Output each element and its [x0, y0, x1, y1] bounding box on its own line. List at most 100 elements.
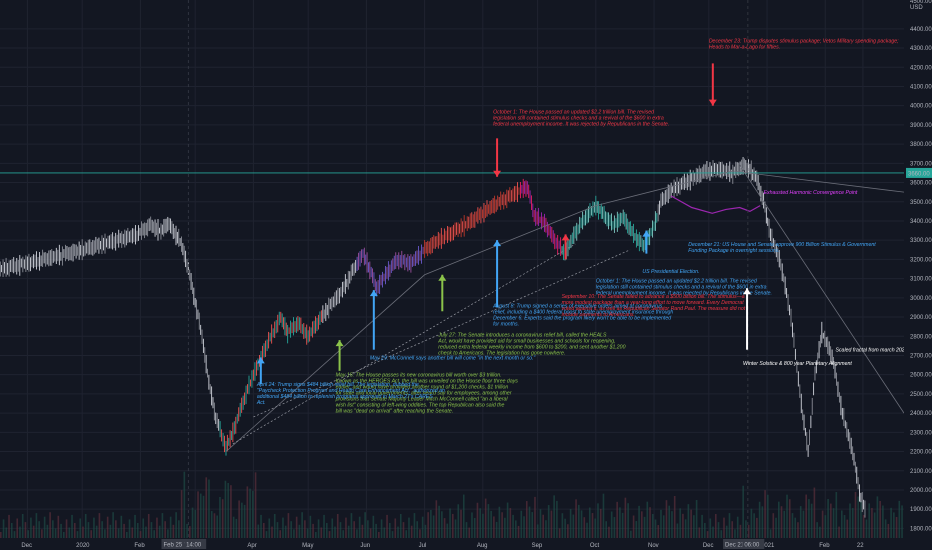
volume-bar: [347, 525, 350, 538]
volume-bar: [24, 522, 27, 538]
volume-bar: [430, 509, 432, 538]
crosshair-time-badge: [184, 539, 207, 549]
volume-bar: [512, 514, 514, 538]
annotation: August 8: Trump signed a series of execu…: [492, 240, 673, 327]
y-tick-label: 2600.00: [910, 373, 932, 379]
volume-bar: [756, 517, 758, 538]
volume-bar: [832, 508, 835, 538]
crosshair-time-label: 14:00: [186, 543, 202, 549]
annotation: April 24: Trump signs $484 billion relie…: [256, 357, 445, 406]
volume-bar: [397, 526, 399, 538]
crosshair-time-badge: [161, 539, 202, 549]
volume-bar: [742, 485, 744, 538]
annotation-line: for months.: [493, 321, 519, 327]
annotation-text: Winter Solstice & 800 year Planetary Ali…: [743, 361, 852, 367]
volume-bar: [654, 519, 657, 538]
x-tick-label: 2021: [761, 543, 775, 549]
volume-bar: [572, 514, 575, 538]
volume-bar: [830, 503, 832, 538]
volume-bar: [775, 517, 777, 538]
volume-bar: [594, 518, 597, 538]
volume-bar: [290, 521, 292, 538]
volume-bar: [293, 529, 295, 538]
y-tick-label: 2400.00: [910, 411, 932, 417]
annotation-text: July 27: The Senate introduces a coronav…: [437, 332, 625, 356]
volume-bar: [528, 506, 531, 538]
volume-bar: [153, 530, 156, 538]
annotation: December 21: US House and Senate approve…: [688, 242, 876, 254]
y-tick-label: 2000.00: [910, 488, 932, 494]
volume-bar: [602, 493, 605, 538]
volume-bar: [205, 477, 208, 538]
volume-bar: [301, 512, 303, 538]
y-tick-label: 3200.00: [910, 257, 932, 263]
annotation-text: August 8: Trump signed a series of execu…: [492, 303, 673, 327]
volume-bar: [441, 511, 443, 538]
y-tick-label: 3500.00: [910, 200, 932, 206]
volume-bar: [504, 517, 506, 538]
annotation: Winter Solstice & 800 year Planetary Ali…: [743, 288, 852, 367]
x-tick-label: Nov: [648, 543, 659, 549]
volume-bar: [714, 514, 717, 538]
volume-bar: [334, 526, 336, 538]
volume-bar: [816, 522, 818, 538]
volume-bar: [545, 520, 547, 538]
volume-bar: [534, 496, 536, 538]
volume-bar: [38, 521, 40, 538]
volume-bar: [731, 521, 734, 538]
volume-bar: [539, 509, 542, 538]
volume-bar: [230, 485, 232, 538]
y-tick-label: 4200.00: [910, 65, 932, 71]
volume-bar: [580, 510, 583, 538]
annotation-line: for state and local governments, after h…: [336, 391, 512, 397]
volume-bar: [410, 525, 413, 538]
volume-bar: [704, 523, 706, 538]
annotation-text: US Presidential Election.: [642, 269, 699, 275]
volume-bar: [473, 517, 476, 538]
annotation: September 10: The Senate failed to advan…: [561, 234, 746, 318]
volume-bar: [227, 482, 229, 538]
volume-bar: [172, 524, 175, 538]
volume-bar: [380, 519, 383, 538]
volume-bar: [657, 525, 660, 538]
volume-bar: [126, 532, 128, 538]
volume-bar: [109, 524, 112, 538]
annotation-line: wish list" consisting of left-wing oddit…: [336, 403, 505, 409]
volume-bar: [813, 487, 816, 538]
annotation-line: Act.: [256, 400, 266, 406]
volume-bar: [399, 514, 402, 538]
annotation-text: April 24: Trump signs $484 billion relie…: [256, 382, 445, 406]
current-price-label: 3660.00: [908, 171, 930, 177]
volume-bar: [808, 499, 810, 538]
volume-bar: [76, 531, 79, 538]
volume-bar: [325, 523, 328, 538]
volume-bar: [882, 505, 884, 538]
volume-bar: [419, 529, 421, 538]
volume-bar: [750, 508, 753, 538]
volume-bar: [632, 515, 635, 538]
volume-bar: [35, 513, 38, 538]
y-tick-label: 3000.00: [910, 296, 932, 302]
volume-bar: [282, 517, 284, 538]
volume-bar: [753, 513, 755, 538]
crosshair-time-badge: [742, 539, 765, 549]
volume-bar: [835, 492, 838, 538]
x-tick-label: 22: [857, 543, 864, 549]
annotation-line: December 6. Experts said the program lik…: [493, 315, 672, 321]
price-candles: [0, 156, 866, 518]
volume-bar: [849, 503, 851, 538]
volume-bar: [63, 532, 65, 538]
annotation-line: October 1: The House passed an updated $…: [596, 278, 758, 284]
y-tick-label: 4100.00: [910, 84, 932, 90]
volume-bar: [794, 517, 797, 538]
x-tick-label: Oct: [590, 543, 600, 549]
volume-bar: [843, 515, 846, 538]
volume-bar: [13, 531, 16, 538]
volume-bar: [728, 513, 731, 538]
volume-bar: [309, 515, 312, 538]
annotation-line: Funding Package in overnight sessions.: [688, 248, 780, 254]
volume-bar: [610, 511, 613, 538]
volume-bar: [350, 513, 353, 538]
x-tick-label: Feb: [134, 543, 145, 549]
